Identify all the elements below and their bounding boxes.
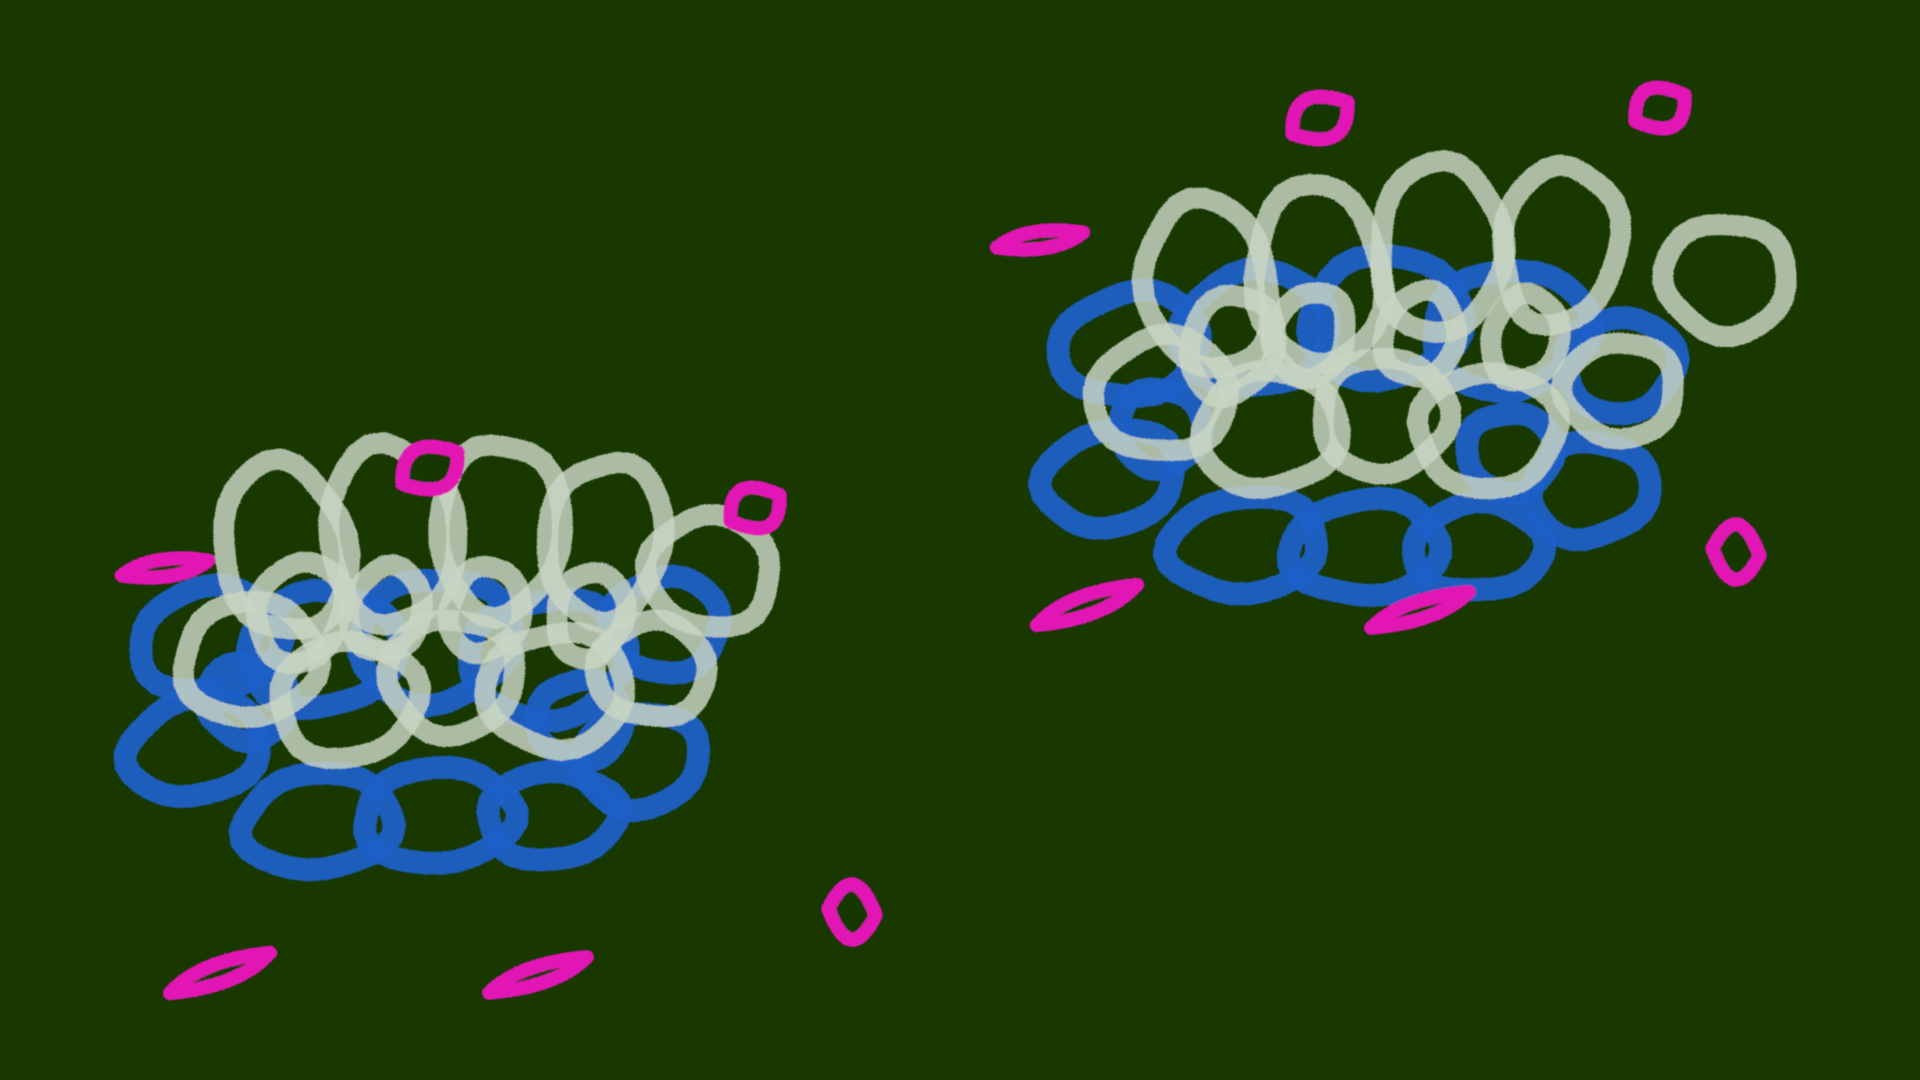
magenta-petal-mark [1635, 87, 1685, 128]
magenta-petal-mark [402, 447, 458, 490]
magenta-petal-mark [122, 558, 209, 577]
magenta-petal-mark [1712, 524, 1760, 579]
magenta-petal-mark [730, 487, 780, 528]
magenta-petal-mark [997, 230, 1084, 249]
magenta-petal-mark [828, 884, 876, 939]
magenta-petal-mark [1292, 97, 1348, 140]
